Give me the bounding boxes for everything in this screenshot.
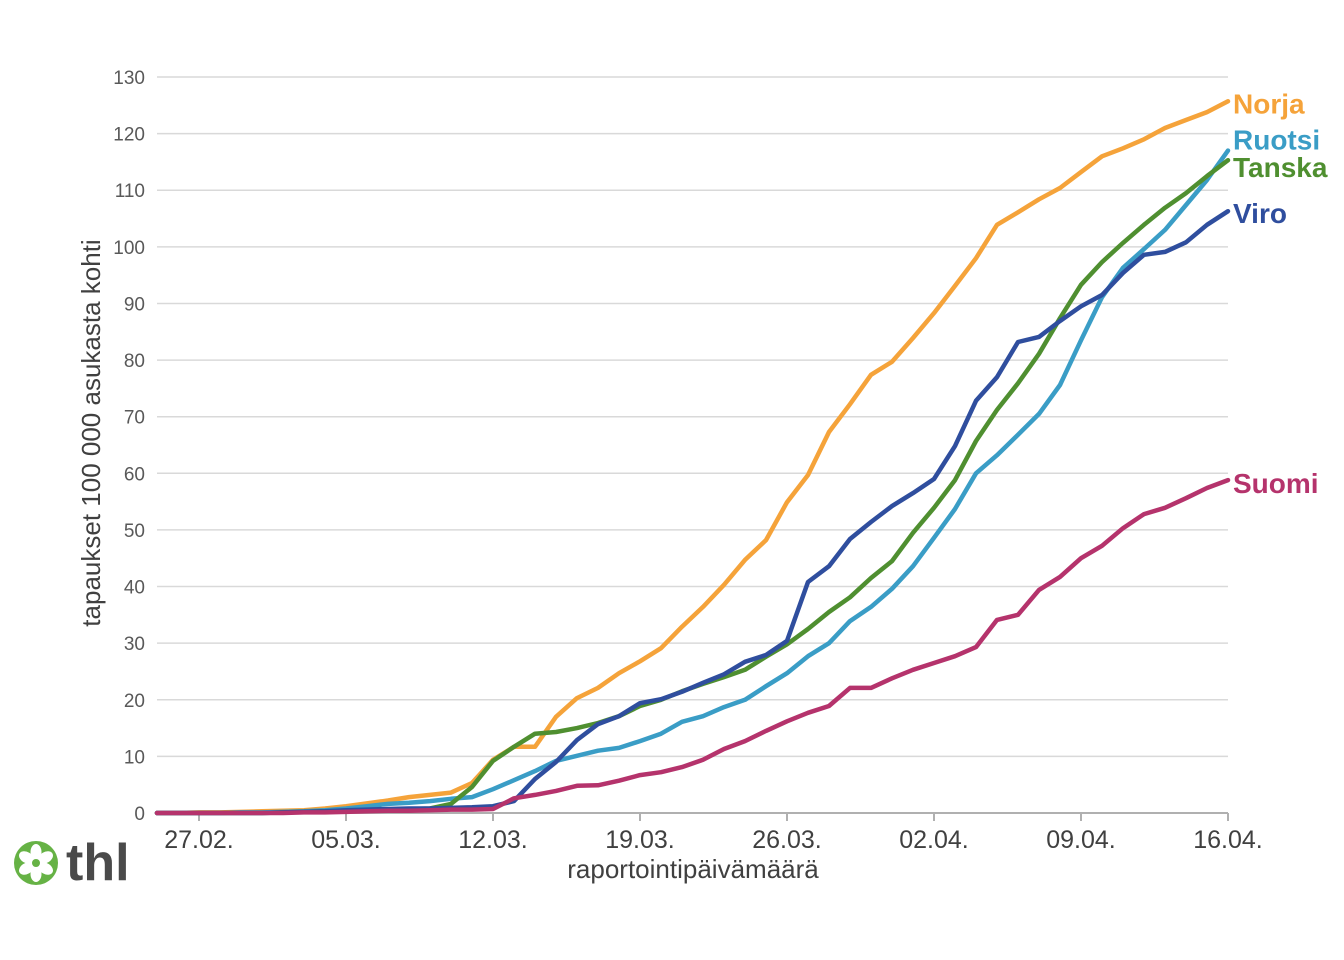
- x-axis-title: raportointipäivämäärä: [567, 854, 819, 884]
- x-tick-label: 02.04.: [899, 826, 969, 854]
- y-tick-label: 40: [124, 578, 145, 599]
- x-tick-label: 19.03.: [605, 826, 675, 854]
- y-tick-label: 60: [124, 464, 145, 485]
- y-tick-label: 20: [124, 691, 145, 712]
- x-tick-label: 12.03.: [458, 826, 528, 854]
- series-label-tanska: Tanska: [1233, 152, 1328, 183]
- x-tick-label: 27.02.: [164, 826, 234, 854]
- series-line-viro: [154, 208, 1231, 816]
- x-tick-label: 09.04.: [1046, 826, 1116, 854]
- series-line-suomi: [154, 477, 1231, 816]
- series-line-norja: [154, 99, 1231, 816]
- y-axis-title: tapaukset 100 000 asukasta kohti: [76, 239, 106, 626]
- series-line-ruotsi: [154, 148, 1231, 816]
- series-lines: [154, 99, 1231, 816]
- gridlines: [157, 76, 1228, 758]
- flower-icon: [14, 841, 58, 885]
- logo-text: thl: [66, 834, 130, 892]
- y-tick-label: 100: [113, 238, 145, 259]
- series-label-viro: Viro: [1233, 198, 1287, 229]
- series-line-tanska: [154, 157, 1231, 816]
- y-tick-label: 90: [124, 294, 145, 315]
- y-axis-tick-labels: 0 10 20 30 40 50 60 70 80 90 100 110 120 130: [113, 68, 145, 825]
- y-tick-label: 50: [124, 521, 145, 542]
- x-axis: 27.02. 05.03. 12.03. 19.03. 26.03. 02.04. 09.0…: [157, 812, 1263, 854]
- y-tick-label: 130: [113, 68, 145, 89]
- x-tick-label: 26.03.: [752, 826, 822, 854]
- y-tick-label: 110: [115, 181, 145, 202]
- thl-logo: thl: [14, 834, 130, 892]
- series-label-ruotsi: Ruotsi: [1233, 125, 1320, 156]
- x-tick-label: 16.04.: [1193, 826, 1263, 854]
- x-tick-label: 05.03.: [311, 826, 381, 854]
- y-tick-label: 80: [124, 351, 145, 372]
- y-tick-label: 30: [124, 634, 145, 655]
- y-tick-label: 120: [113, 125, 145, 146]
- y-tick-label: 0: [134, 804, 145, 825]
- y-tick-label: 10: [124, 747, 145, 768]
- series-label-norja: Norja: [1233, 88, 1305, 119]
- y-tick-label: 70: [124, 408, 145, 429]
- series-label-suomi: Suomi: [1233, 468, 1319, 499]
